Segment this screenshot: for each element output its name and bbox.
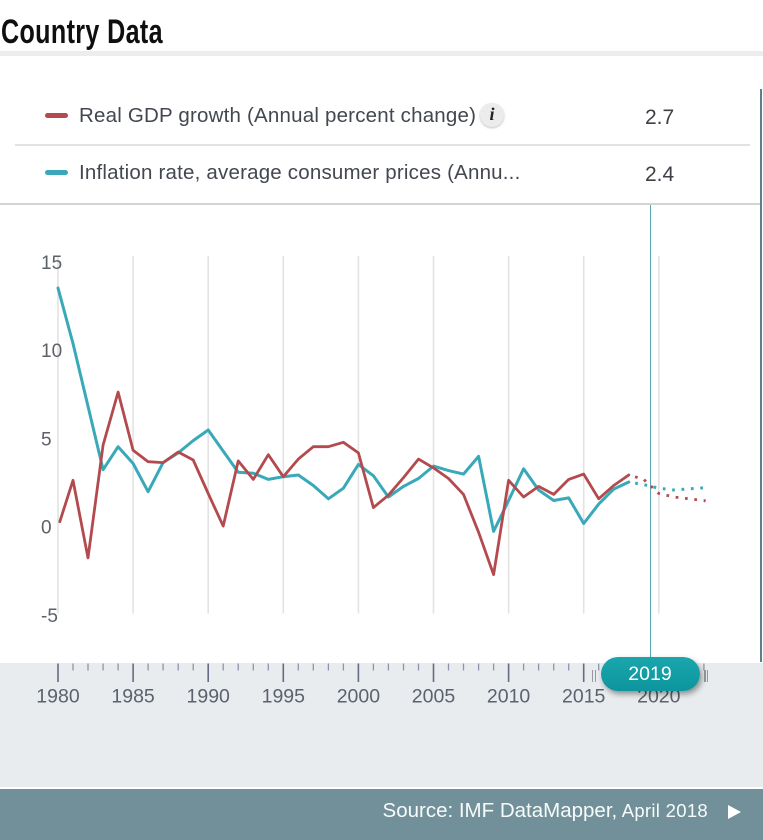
svg-text:2000: 2000 bbox=[337, 686, 381, 708]
svg-text:-5: -5 bbox=[41, 605, 58, 626]
svg-text:1995: 1995 bbox=[262, 686, 306, 708]
svg-text:0: 0 bbox=[41, 517, 52, 538]
svg-text:10: 10 bbox=[41, 341, 62, 362]
svg-text:1985: 1985 bbox=[111, 686, 155, 708]
svg-text:1980: 1980 bbox=[36, 686, 80, 708]
svg-text:5: 5 bbox=[41, 429, 52, 450]
svg-text:15: 15 bbox=[41, 253, 62, 274]
svg-text:2015: 2015 bbox=[562, 686, 606, 708]
svg-text:1990: 1990 bbox=[187, 686, 231, 708]
svg-text:2005: 2005 bbox=[412, 686, 456, 708]
svg-text:2010: 2010 bbox=[487, 686, 531, 708]
